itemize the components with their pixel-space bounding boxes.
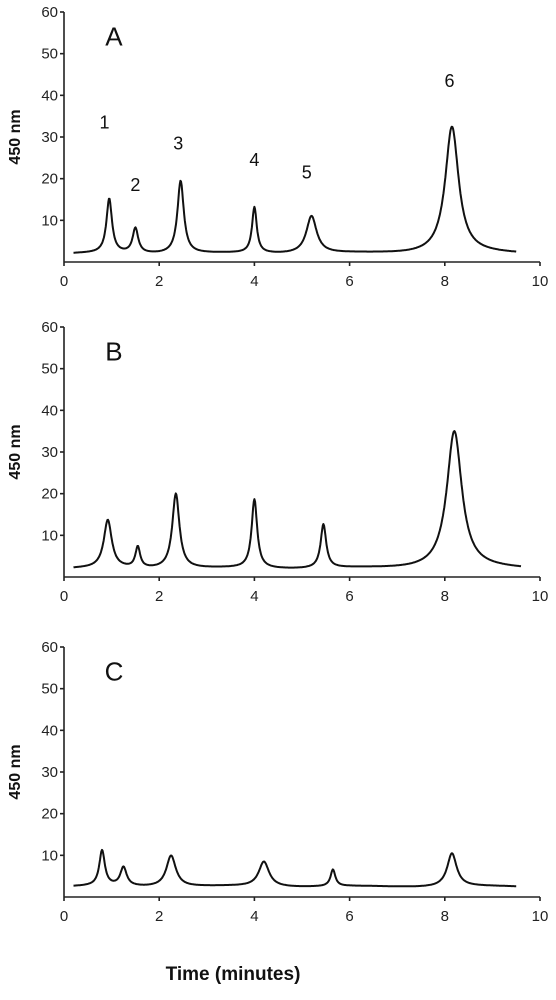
peak-label: 2 [130,175,140,195]
x-tick-label: 2 [155,273,163,290]
x-tick-label: 10 [532,588,549,605]
panel-label: C [105,656,124,686]
x-tick-label: 4 [250,273,258,290]
peak-label: 4 [249,150,259,170]
y-axis-label: 450 nm [7,109,24,164]
x-tick-label: 10 [532,273,549,290]
chromatogram-trace [73,848,517,888]
x-tick-label: 0 [60,588,68,605]
y-tick-label: 20 [41,806,58,823]
x-tick-label: 0 [60,908,68,925]
y-tick-label: 10 [41,527,58,544]
y-tick-label: 50 [41,361,58,378]
chart-panel-c: 10 20 30 40 50 60 0 2 4 6 8 10 450 nm C [7,639,548,925]
y-tick-label: 10 [41,847,58,864]
panel-label: A [105,21,123,51]
x-tick-label: 4 [250,588,258,605]
y-tick-label: 20 [41,486,58,503]
x-tick-label: 2 [155,588,163,605]
peak-label: 1 [99,113,109,133]
y-axis-label: 450 nm [7,744,24,799]
x-tick-label: 6 [345,273,353,290]
y-tick-label: 20 [41,171,58,188]
y-tick-label: 60 [41,639,58,656]
peak-label: 5 [302,163,312,183]
y-tick-label: 30 [41,764,58,781]
y-tick-label: 60 [41,4,58,21]
y-tick-label: 50 [41,46,58,63]
x-tick-label: 2 [155,908,163,925]
x-axis-label: Time (minutes) [166,964,301,985]
peak-label: 6 [445,71,455,91]
x-tick-label: 6 [345,908,353,925]
x-tick-label: 4 [250,908,258,925]
x-tick-label: 10 [532,908,549,925]
x-tick-label: 8 [441,908,449,925]
y-tick-label: 40 [41,402,58,419]
x-tick-label: 8 [441,273,449,290]
chromatogram-trace [73,125,517,254]
y-tick-label: 40 [41,722,58,739]
y-tick-label: 30 [41,444,58,461]
y-tick-label: 50 [41,681,58,698]
y-tick-label: 30 [41,129,58,146]
panel-label: B [105,336,122,366]
x-tick-label: 6 [345,588,353,605]
peak-label: 3 [173,134,183,154]
chromatogram-trace [73,430,522,569]
chart-panel-a: 10 20 30 40 50 60 0 2 4 6 8 10 450 nm A 1 2 3 4 5 6 [7,4,548,290]
x-tick-label: 0 [60,273,68,290]
y-tick-label: 10 [41,212,58,229]
chart-panel-b: 10 20 30 40 50 60 0 2 4 6 8 10 450 nm B [7,319,548,605]
y-tick-label: 60 [41,319,58,336]
y-axis-label: 450 nm [7,424,24,479]
x-tick-label: 8 [441,588,449,605]
y-tick-label: 40 [41,87,58,104]
